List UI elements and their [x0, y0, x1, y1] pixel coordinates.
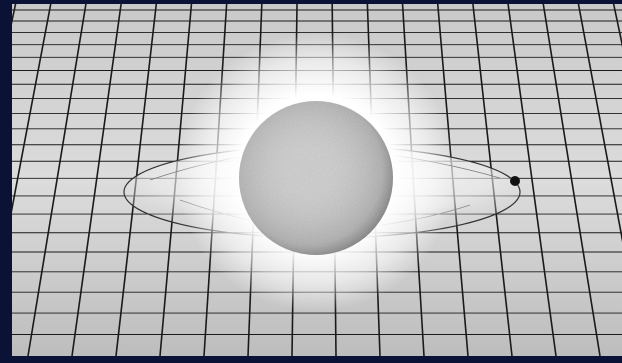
- grid-line: [27, 4, 87, 356]
- grid-line: [507, 4, 557, 356]
- star-shading: [239, 101, 393, 255]
- grid-line: [577, 4, 622, 243]
- grid-line: [71, 4, 122, 356]
- grid-line: [542, 4, 601, 356]
- grid-line: [12, 4, 52, 213]
- planet: [510, 176, 520, 186]
